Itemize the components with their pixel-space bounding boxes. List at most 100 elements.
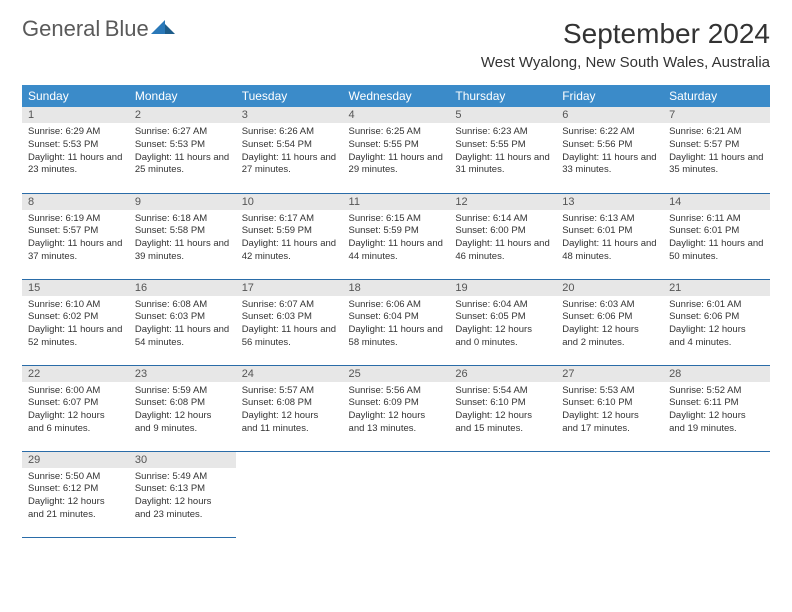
day-number: 6 [556, 107, 663, 123]
calendar-cell [556, 451, 663, 537]
day-detail: Sunrise: 6:21 AMSunset: 5:57 PMDaylight:… [663, 123, 770, 181]
day-number: 10 [236, 194, 343, 210]
calendar-cell: 26Sunrise: 5:54 AMSunset: 6:10 PMDayligh… [449, 365, 556, 451]
day-detail: Sunrise: 5:57 AMSunset: 6:08 PMDaylight:… [236, 382, 343, 440]
day-detail: Sunrise: 5:56 AMSunset: 6:09 PMDaylight:… [343, 382, 450, 440]
calendar-cell: 27Sunrise: 5:53 AMSunset: 6:10 PMDayligh… [556, 365, 663, 451]
calendar-cell: 6Sunrise: 6:22 AMSunset: 5:56 PMDaylight… [556, 107, 663, 193]
calendar-table: SundayMondayTuesdayWednesdayThursdayFrid… [22, 85, 770, 538]
calendar-cell [449, 451, 556, 537]
calendar-cell: 22Sunrise: 6:00 AMSunset: 6:07 PMDayligh… [22, 365, 129, 451]
day-detail: Sunrise: 6:04 AMSunset: 6:05 PMDaylight:… [449, 296, 556, 354]
calendar-cell [663, 451, 770, 537]
month-title: September 2024 [481, 18, 770, 50]
day-number: 29 [22, 452, 129, 468]
day-number: 23 [129, 366, 236, 382]
day-number: 26 [449, 366, 556, 382]
day-number: 5 [449, 107, 556, 123]
day-detail: Sunrise: 6:08 AMSunset: 6:03 PMDaylight:… [129, 296, 236, 354]
day-number: 9 [129, 194, 236, 210]
calendar-cell: 20Sunrise: 6:03 AMSunset: 6:06 PMDayligh… [556, 279, 663, 365]
title-block: September 2024 West Wyalong, New South W… [481, 18, 770, 79]
logo-mark-icon [151, 20, 177, 43]
calendar-week-row: 8Sunrise: 6:19 AMSunset: 5:57 PMDaylight… [22, 193, 770, 279]
day-number: 22 [22, 366, 129, 382]
calendar-cell: 14Sunrise: 6:11 AMSunset: 6:01 PMDayligh… [663, 193, 770, 279]
calendar-week-row: 29Sunrise: 5:50 AMSunset: 6:12 PMDayligh… [22, 451, 770, 537]
calendar-cell: 28Sunrise: 5:52 AMSunset: 6:11 PMDayligh… [663, 365, 770, 451]
logo: General Blue [22, 18, 177, 43]
calendar-cell [343, 451, 450, 537]
day-detail: Sunrise: 5:52 AMSunset: 6:11 PMDaylight:… [663, 382, 770, 440]
day-number: 20 [556, 280, 663, 296]
day-number: 2 [129, 107, 236, 123]
logo-word-2: Blue [105, 16, 149, 41]
calendar-cell: 10Sunrise: 6:17 AMSunset: 5:59 PMDayligh… [236, 193, 343, 279]
day-detail: Sunrise: 6:18 AMSunset: 5:58 PMDaylight:… [129, 210, 236, 268]
day-number: 12 [449, 194, 556, 210]
day-number: 7 [663, 107, 770, 123]
day-number: 16 [129, 280, 236, 296]
day-number: 14 [663, 194, 770, 210]
weekday-header: Friday [556, 85, 663, 107]
weekday-header: Sunday [22, 85, 129, 107]
calendar-week-row: 22Sunrise: 6:00 AMSunset: 6:07 PMDayligh… [22, 365, 770, 451]
day-number: 15 [22, 280, 129, 296]
day-detail: Sunrise: 6:26 AMSunset: 5:54 PMDaylight:… [236, 123, 343, 181]
calendar-cell: 24Sunrise: 5:57 AMSunset: 6:08 PMDayligh… [236, 365, 343, 451]
calendar-week-row: 1Sunrise: 6:29 AMSunset: 5:53 PMDaylight… [22, 107, 770, 193]
day-detail: Sunrise: 6:03 AMSunset: 6:06 PMDaylight:… [556, 296, 663, 354]
weekday-header: Monday [129, 85, 236, 107]
day-number: 19 [449, 280, 556, 296]
day-number: 4 [343, 107, 450, 123]
day-number: 30 [129, 452, 236, 468]
weekday-header-row: SundayMondayTuesdayWednesdayThursdayFrid… [22, 85, 770, 107]
day-number: 8 [22, 194, 129, 210]
day-detail: Sunrise: 6:25 AMSunset: 5:55 PMDaylight:… [343, 123, 450, 181]
day-number: 27 [556, 366, 663, 382]
calendar-cell: 29Sunrise: 5:50 AMSunset: 6:12 PMDayligh… [22, 451, 129, 537]
calendar-cell: 15Sunrise: 6:10 AMSunset: 6:02 PMDayligh… [22, 279, 129, 365]
day-number: 1 [22, 107, 129, 123]
weekday-header: Wednesday [343, 85, 450, 107]
weekday-header: Thursday [449, 85, 556, 107]
calendar-cell: 21Sunrise: 6:01 AMSunset: 6:06 PMDayligh… [663, 279, 770, 365]
day-detail: Sunrise: 6:17 AMSunset: 5:59 PMDaylight:… [236, 210, 343, 268]
calendar-body: 1Sunrise: 6:29 AMSunset: 5:53 PMDaylight… [22, 107, 770, 537]
calendar-cell: 16Sunrise: 6:08 AMSunset: 6:03 PMDayligh… [129, 279, 236, 365]
day-detail: Sunrise: 5:53 AMSunset: 6:10 PMDaylight:… [556, 382, 663, 440]
calendar-cell: 13Sunrise: 6:13 AMSunset: 6:01 PMDayligh… [556, 193, 663, 279]
day-number: 24 [236, 366, 343, 382]
day-number: 28 [663, 366, 770, 382]
day-detail: Sunrise: 5:54 AMSunset: 6:10 PMDaylight:… [449, 382, 556, 440]
calendar-cell: 17Sunrise: 6:07 AMSunset: 6:03 PMDayligh… [236, 279, 343, 365]
logo-word-1: General [22, 16, 100, 41]
day-detail: Sunrise: 5:59 AMSunset: 6:08 PMDaylight:… [129, 382, 236, 440]
calendar-cell: 8Sunrise: 6:19 AMSunset: 5:57 PMDaylight… [22, 193, 129, 279]
calendar-cell: 25Sunrise: 5:56 AMSunset: 6:09 PMDayligh… [343, 365, 450, 451]
calendar-cell: 5Sunrise: 6:23 AMSunset: 5:55 PMDaylight… [449, 107, 556, 193]
day-number: 21 [663, 280, 770, 296]
day-detail: Sunrise: 6:07 AMSunset: 6:03 PMDaylight:… [236, 296, 343, 354]
calendar-cell: 11Sunrise: 6:15 AMSunset: 5:59 PMDayligh… [343, 193, 450, 279]
day-detail: Sunrise: 6:29 AMSunset: 5:53 PMDaylight:… [22, 123, 129, 181]
day-number: 17 [236, 280, 343, 296]
weekday-header: Saturday [663, 85, 770, 107]
calendar-cell: 19Sunrise: 6:04 AMSunset: 6:05 PMDayligh… [449, 279, 556, 365]
day-detail: Sunrise: 6:19 AMSunset: 5:57 PMDaylight:… [22, 210, 129, 268]
day-number: 3 [236, 107, 343, 123]
calendar-cell: 12Sunrise: 6:14 AMSunset: 6:00 PMDayligh… [449, 193, 556, 279]
day-detail: Sunrise: 6:01 AMSunset: 6:06 PMDaylight:… [663, 296, 770, 354]
calendar-cell: 2Sunrise: 6:27 AMSunset: 5:53 PMDaylight… [129, 107, 236, 193]
day-detail: Sunrise: 6:22 AMSunset: 5:56 PMDaylight:… [556, 123, 663, 181]
day-detail: Sunrise: 5:49 AMSunset: 6:13 PMDaylight:… [129, 468, 236, 526]
day-detail: Sunrise: 6:10 AMSunset: 6:02 PMDaylight:… [22, 296, 129, 354]
calendar-cell: 3Sunrise: 6:26 AMSunset: 5:54 PMDaylight… [236, 107, 343, 193]
calendar-cell: 18Sunrise: 6:06 AMSunset: 6:04 PMDayligh… [343, 279, 450, 365]
day-detail: Sunrise: 6:00 AMSunset: 6:07 PMDaylight:… [22, 382, 129, 440]
day-number: 18 [343, 280, 450, 296]
day-number: 13 [556, 194, 663, 210]
calendar-cell: 7Sunrise: 6:21 AMSunset: 5:57 PMDaylight… [663, 107, 770, 193]
day-detail: Sunrise: 6:15 AMSunset: 5:59 PMDaylight:… [343, 210, 450, 268]
calendar-week-row: 15Sunrise: 6:10 AMSunset: 6:02 PMDayligh… [22, 279, 770, 365]
